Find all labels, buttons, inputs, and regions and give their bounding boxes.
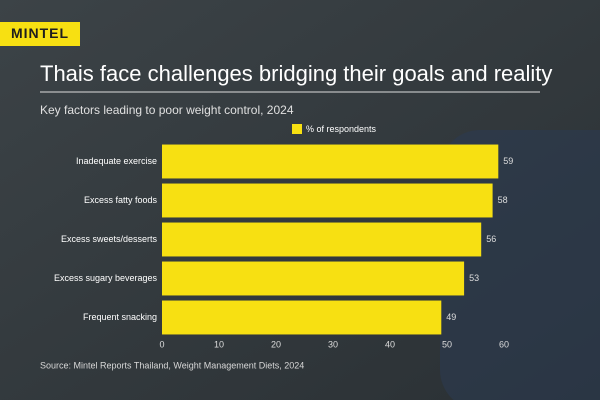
- x-tick-label: 10: [214, 339, 224, 349]
- chart-title: Thais face challenges bridging their goa…: [40, 61, 552, 86]
- bar: [162, 222, 482, 257]
- x-tick-label: 0: [159, 339, 164, 349]
- y-tick-label: Excess sweets/desserts: [61, 234, 158, 244]
- chart-subtitle: Key factors leading to poor weight contr…: [40, 103, 294, 117]
- legend-swatch: [292, 124, 302, 134]
- legend-label: % of respondents: [306, 124, 377, 134]
- logo: MINTEL: [11, 25, 69, 41]
- bar: [162, 144, 499, 179]
- x-tick-label: 30: [328, 339, 338, 349]
- x-tick-label: 50: [442, 339, 452, 349]
- x-tick-label: 60: [499, 339, 509, 349]
- x-tick-label: 20: [271, 339, 281, 349]
- value-label: 56: [486, 234, 496, 244]
- x-tick-label: 40: [385, 339, 395, 349]
- y-tick-label: Frequent snacking: [83, 312, 157, 322]
- bar: [162, 183, 493, 218]
- y-tick-label: Inadequate exercise: [76, 156, 157, 166]
- logo-box: [0, 22, 80, 46]
- value-label: 59: [503, 156, 513, 166]
- value-label: 49: [446, 312, 456, 322]
- bar: [162, 261, 465, 296]
- source: Source: Mintel Reports Thailand, Weight …: [40, 360, 304, 370]
- y-tick-label: Excess fatty foods: [84, 195, 158, 205]
- y-tick-label: Excess sugary beverages: [54, 273, 158, 283]
- value-label: 53: [469, 273, 479, 283]
- value-label: 58: [498, 195, 508, 205]
- bar: [162, 300, 442, 335]
